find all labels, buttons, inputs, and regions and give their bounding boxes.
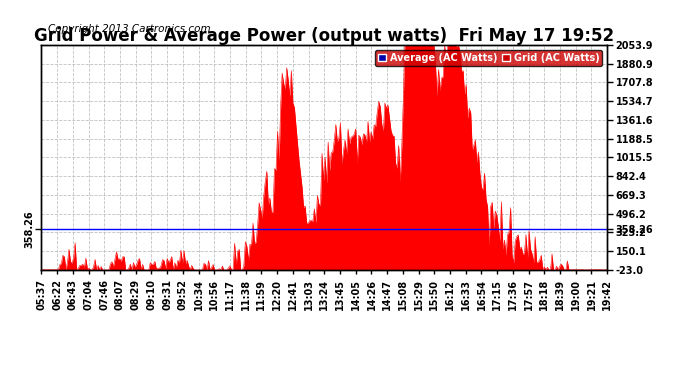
Legend: Average (AC Watts), Grid (AC Watts): Average (AC Watts), Grid (AC Watts) xyxy=(375,50,602,66)
Text: Copyright 2013 Cartronics.com: Copyright 2013 Cartronics.com xyxy=(48,24,211,34)
Title: Grid Power & Average Power (output watts)  Fri May 17 19:52: Grid Power & Average Power (output watts… xyxy=(34,27,614,45)
